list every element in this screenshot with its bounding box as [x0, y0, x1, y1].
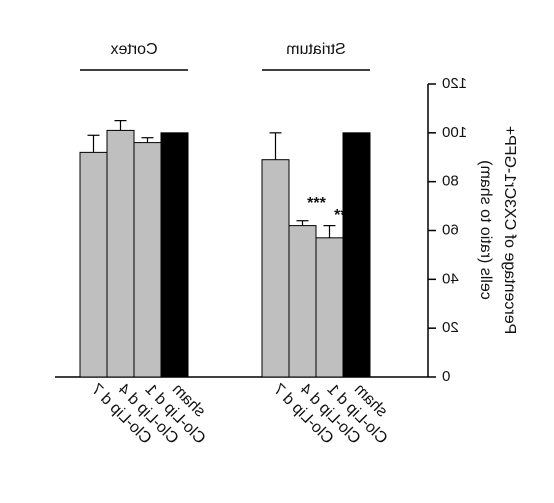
- y-tick-label: 120: [442, 75, 467, 92]
- group-label: Striatum: [286, 41, 346, 58]
- y-tick-label: 20: [442, 319, 459, 336]
- y-axis-label: cells (ratio to sham): [477, 160, 494, 300]
- y-tick-label: 40: [442, 270, 459, 287]
- bar: [106, 129, 135, 378]
- y-axis-label: Percentage of CX3Cr1-GFP+: [501, 126, 518, 335]
- bar: [315, 237, 344, 378]
- bar: [160, 132, 189, 378]
- bar: [79, 151, 108, 378]
- bar: [342, 132, 371, 378]
- bar: [261, 159, 290, 378]
- significance-label: ***: [306, 195, 325, 212]
- y-tick-label: 100: [442, 124, 467, 141]
- y-tick-label: 0: [442, 368, 450, 385]
- y-tick-label: 60: [442, 221, 459, 238]
- group-label: Cortex: [110, 41, 157, 58]
- bar: [133, 142, 162, 378]
- y-tick-label: 80: [442, 173, 459, 190]
- bar: [288, 225, 317, 378]
